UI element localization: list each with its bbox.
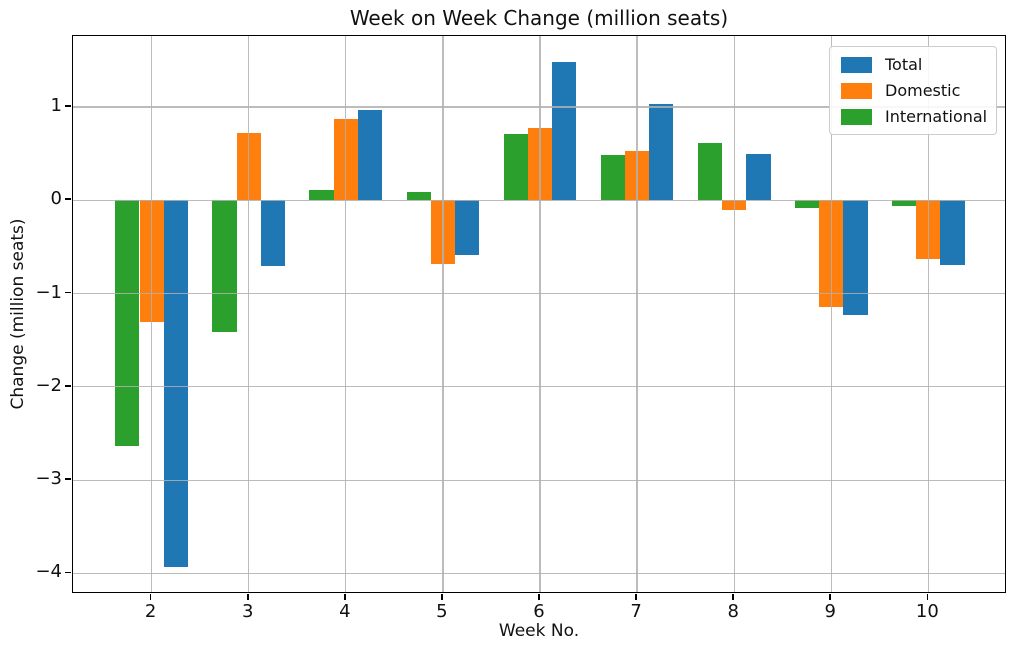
x-tick-mark-9 [829, 594, 832, 600]
legend-label-domestic: Domestic [885, 81, 961, 100]
x-tick-label-2: 2 [144, 601, 157, 622]
legend-swatch-international [841, 108, 872, 125]
legend-swatch-total [841, 56, 872, 73]
gridline-x-9 [830, 36, 832, 592]
x-tick-label-10: 10 [915, 601, 939, 622]
bar-international-week2 [115, 200, 140, 446]
gridline-y-0 [73, 199, 1005, 201]
y-tick-label-0: 0 [50, 188, 62, 210]
legend-swatch-domestic [841, 82, 872, 99]
legend-item-domestic: Domestic [841, 82, 985, 99]
bar-total-week4 [357, 109, 383, 201]
y-tick-label--4: −4 [35, 561, 62, 583]
x-tick-mark-6 [538, 594, 540, 600]
bar-international-week4 [309, 189, 334, 201]
x-axis-label: Week No. [498, 621, 580, 641]
bar-total-week7 [649, 104, 674, 201]
chart-title: Week on Week Change (million seats) [349, 6, 729, 30]
x-tick-label-5: 5 [436, 601, 448, 622]
bar-total-week3 [260, 200, 286, 266]
bar-international-week5 [406, 191, 431, 201]
bar-total-week5 [455, 200, 480, 256]
gridline-y--3 [73, 479, 1005, 481]
x-tick-label-6: 6 [533, 601, 545, 622]
x-tick-mark-5 [441, 594, 443, 600]
gridline-y--2 [73, 386, 1005, 388]
gridline-x-7 [636, 36, 638, 592]
x-tick-label-4: 4 [339, 601, 351, 622]
y-tick-mark-1 [65, 105, 71, 107]
x-tick-label-7: 7 [630, 601, 642, 622]
gridline-y--4 [73, 572, 1005, 575]
y-tick-label--1: −1 [35, 281, 62, 303]
gridline-y--1 [73, 292, 1005, 295]
y-tick-mark--3 [65, 478, 71, 480]
legend-item-international: International [841, 107, 988, 126]
bar-total-week2 [163, 200, 189, 567]
bar-international-week3 [212, 200, 237, 332]
x-tick-mark-10 [926, 594, 929, 600]
x-tick-mark-2 [149, 594, 152, 600]
y-tick-mark--2 [65, 385, 71, 387]
x-tick-label-3: 3 [241, 601, 254, 622]
gridline-x-5 [442, 36, 444, 592]
legend-label-international: International [885, 107, 988, 126]
bar-total-week8 [746, 153, 771, 201]
x-tick-label-8: 8 [727, 601, 739, 622]
y-tick-mark--4 [65, 571, 71, 574]
bar-total-week6 [552, 62, 577, 201]
gridline-x-10 [927, 36, 929, 592]
gridline-x-8 [733, 36, 735, 592]
plot-area: Total Domestic International [72, 35, 1006, 593]
x-tick-mark-8 [732, 594, 734, 600]
gridline-x-4 [345, 36, 347, 592]
y-tick-mark--1 [65, 291, 71, 294]
bar-international-week6 [503, 133, 528, 201]
x-tick-mark-7 [635, 594, 637, 600]
gridline-x-2 [150, 36, 153, 592]
bar-total-week9 [843, 200, 868, 315]
x-tick-label-9: 9 [824, 601, 836, 622]
y-tick-label-1: 1 [50, 94, 62, 116]
y-tick-label--2: −2 [35, 374, 62, 396]
legend-label-total: Total [885, 55, 923, 74]
gridline-y-1 [73, 106, 1005, 108]
legend: Total Domestic International [829, 46, 997, 135]
gridline-x-3 [248, 36, 250, 592]
bar-international-week7 [600, 154, 625, 201]
gridline-x-6 [539, 36, 541, 592]
x-tick-mark-3 [246, 594, 249, 600]
bar-international-week10 [891, 200, 917, 206]
bar-total-week10 [940, 200, 965, 265]
y-tick-mark-0 [65, 198, 71, 201]
bar-international-week8 [697, 143, 723, 201]
y-tick-label--3: −3 [35, 468, 62, 490]
bar-international-week9 [794, 200, 820, 208]
x-tick-mark-4 [344, 594, 346, 600]
legend-item-total: Total [841, 56, 985, 73]
